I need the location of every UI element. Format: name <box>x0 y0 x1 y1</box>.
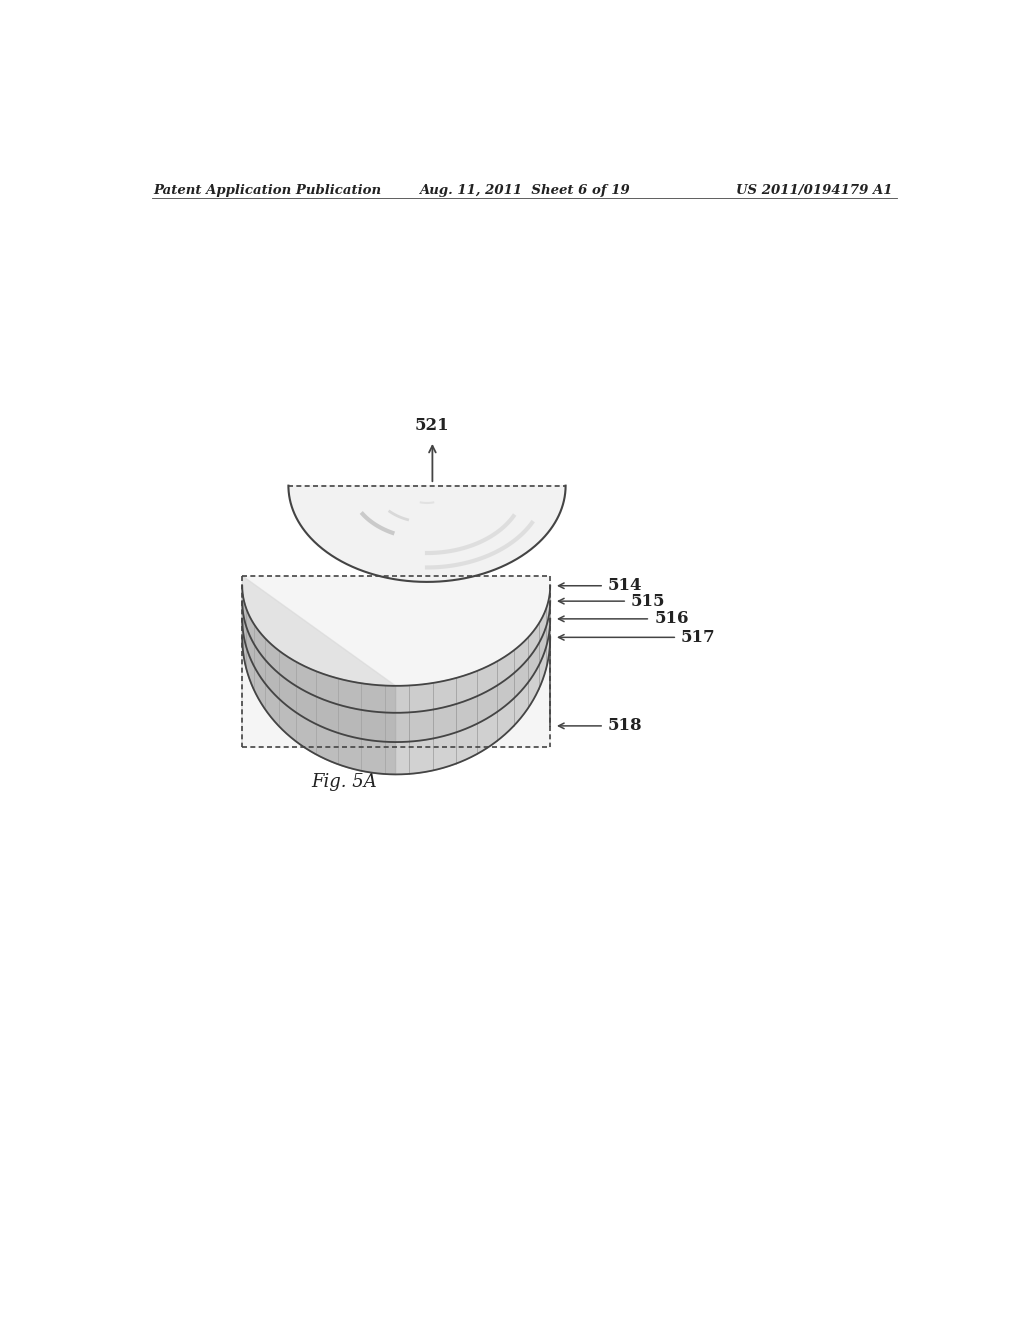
Text: Aug. 11, 2011  Sheet 6 of 19: Aug. 11, 2011 Sheet 6 of 19 <box>420 185 630 197</box>
Polygon shape <box>243 601 550 742</box>
Polygon shape <box>289 486 565 582</box>
Text: 515: 515 <box>631 593 666 610</box>
Text: US 2011/0194179 A1: US 2011/0194179 A1 <box>736 185 893 197</box>
Text: 517: 517 <box>681 628 716 645</box>
Polygon shape <box>243 586 550 713</box>
Text: Fig. 5A: Fig. 5A <box>311 774 377 791</box>
Text: 514: 514 <box>608 577 642 594</box>
Polygon shape <box>243 586 395 713</box>
Polygon shape <box>243 619 395 775</box>
Polygon shape <box>243 576 395 747</box>
Polygon shape <box>243 619 550 775</box>
Text: 518: 518 <box>608 717 643 734</box>
Polygon shape <box>243 576 550 747</box>
Text: Patent Application Publication: Patent Application Publication <box>154 185 382 197</box>
Text: 516: 516 <box>654 610 689 627</box>
Polygon shape <box>243 601 395 742</box>
Text: 521: 521 <box>415 417 450 434</box>
